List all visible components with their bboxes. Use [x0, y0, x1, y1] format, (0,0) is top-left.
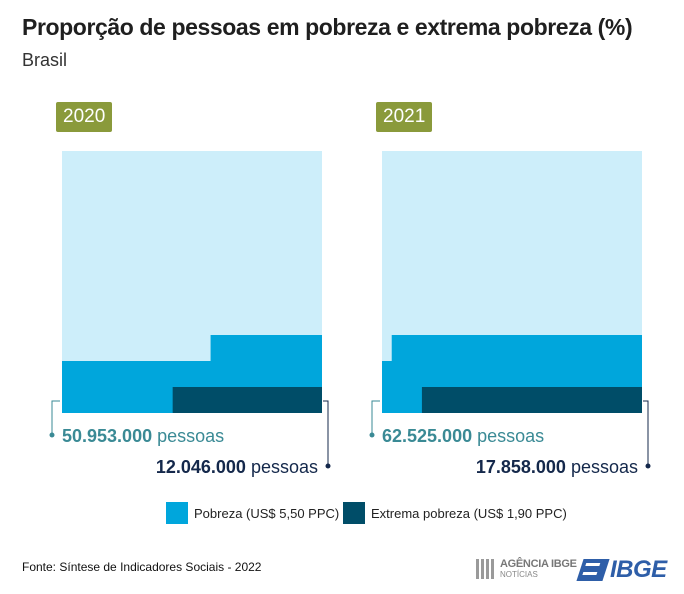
agencia-logo-line2: NOTÍCIAS	[500, 570, 538, 579]
ibge-logo-text: IBGE	[610, 556, 667, 583]
extrema-leader-2020	[323, 400, 329, 466]
pobreza-area-2021-step	[391, 335, 642, 361]
source-note: Fonte: Síntese de Indicadores Sociais - …	[22, 560, 262, 574]
extrema-area-2020	[172, 387, 322, 413]
pobreza-leader-2021	[371, 400, 380, 435]
extrema-dot-2020	[325, 463, 331, 469]
extrema-area-2021	[421, 387, 642, 413]
legend-label-pobreza: Pobreza (US$ 5,50 PPC)	[194, 506, 340, 521]
pobreza-value-label-2021: 62.525.000 pessoas	[382, 426, 544, 446]
pobreza-dot-2020	[49, 432, 55, 438]
extrema-leader-2021	[643, 400, 649, 466]
chart-subtitle: Brasil	[22, 50, 68, 70]
agencia-ibge-logo: AGÊNCIA IBGE NOTÍCIAS	[476, 557, 577, 583]
year-badge-2021: 2021	[376, 102, 433, 132]
legend-swatch-pobreza	[166, 502, 188, 524]
pobreza-leader-2020	[51, 400, 60, 435]
legend-swatch-extrema	[343, 502, 365, 524]
ibge-flag-icon	[576, 559, 610, 581]
extrema-value-label-2020: 12.046.000 pessoas	[156, 457, 318, 477]
legend-label-extrema: Extrema pobreza (US$ 1,90 PPC)	[371, 506, 567, 521]
ibge-logo: IBGE	[576, 556, 676, 584]
extrema-dot-2021	[645, 463, 651, 469]
pobreza-value-label-2020: 50.953.000 pessoas	[62, 426, 224, 446]
year-badge-2020: 2020	[56, 102, 113, 132]
chart-title: Proporção de pessoas em pobreza e extrem…	[22, 14, 633, 40]
barcode-grid-icon	[476, 559, 496, 579]
pobreza-dot-2021	[369, 432, 375, 438]
extrema-value-label-2021: 17.858.000 pessoas	[476, 457, 638, 477]
agencia-logo-line1: AGÊNCIA IBGE	[500, 558, 577, 570]
pobreza-area-2020-step	[210, 335, 322, 361]
